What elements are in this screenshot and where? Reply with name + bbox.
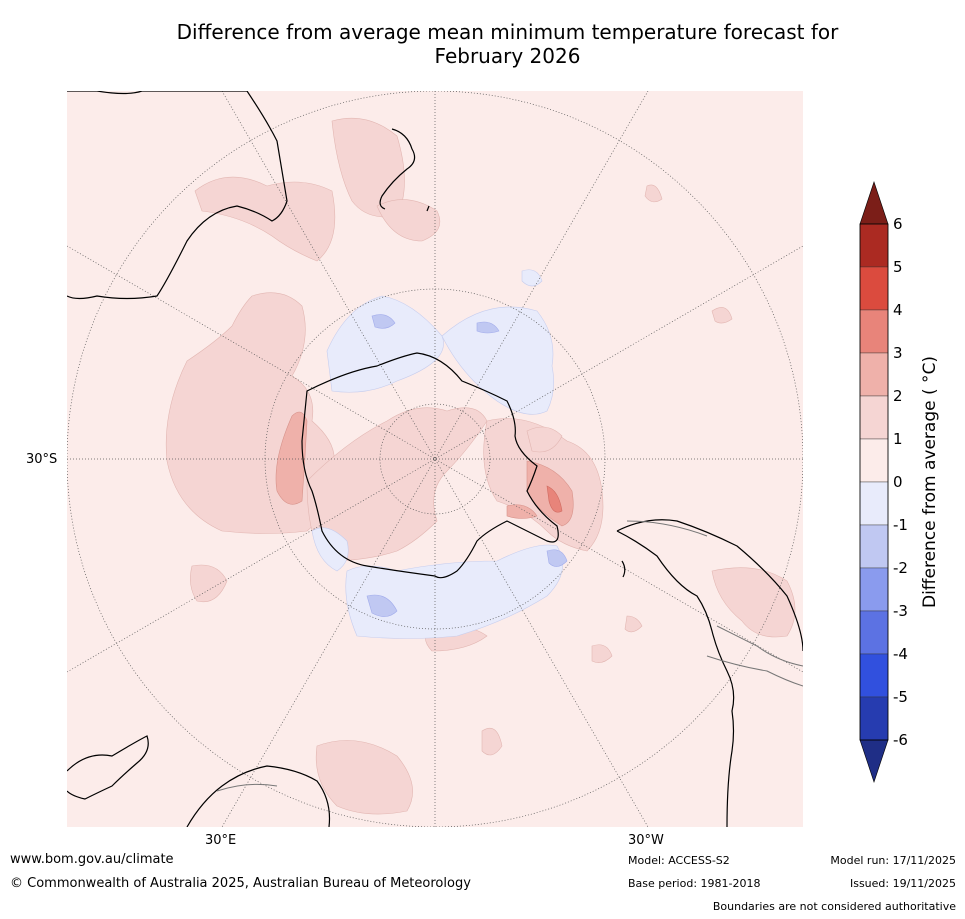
- colorbar-tick-label: 6: [893, 215, 903, 233]
- model-run-text: Model run: 17/11/2025: [830, 854, 956, 867]
- colorbar-tick-label: 3: [893, 344, 903, 362]
- colorbar-tick-label: -2: [893, 559, 908, 577]
- colorbar-segment: [859, 438, 889, 483]
- colorbar-segment: [859, 266, 889, 311]
- website-link[interactable]: www.bom.gov.au/climate: [10, 852, 174, 867]
- colorbar-tick-label: -4: [893, 645, 908, 663]
- coastlines: [67, 91, 803, 827]
- colorbar: 6 5 4 3 2 1 0 -1 -2 -3 -4 -5 -6 Difference from avera…: [859, 181, 940, 783]
- colorbar-tick-label: 2: [893, 387, 903, 405]
- graticule: [67, 91, 803, 827]
- colorbar-segment: [859, 223, 889, 268]
- anomaly-minus2-to-minus1-regions: [366, 314, 568, 617]
- copyright-text: © Commonwealth of Australia 2025, Austra…: [10, 876, 471, 891]
- colorbar-label: Difference from average ( °C): [920, 356, 940, 608]
- country-boundaries: [216, 520, 803, 792]
- title-line-1: Difference from average mean minimum tem…: [176, 20, 839, 44]
- anomaly-minus1-to-0-regions: [311, 269, 563, 639]
- colorbar-segment: [859, 567, 889, 612]
- issued-text: Issued: 19/11/2025: [849, 877, 956, 890]
- colorbar-tick-label: 5: [893, 258, 903, 276]
- colorbar-tick-label: -1: [893, 516, 908, 534]
- colorbar-under-arrow: [859, 739, 889, 783]
- colorbar-tick-label: 1: [893, 430, 903, 448]
- lat-label-30s: 30°S: [26, 452, 58, 467]
- colorbar-segment: [859, 309, 889, 354]
- colorbar-segment: [859, 524, 889, 569]
- colorbar-frame: [859, 223, 889, 741]
- colorbar-segment: [859, 696, 889, 741]
- colorbar-segment: [859, 653, 889, 698]
- lon-label-30e: 30°E: [205, 833, 237, 848]
- colorbar-segment: [859, 352, 889, 397]
- disclaimer-text: Boundaries are not considered authoritat…: [712, 900, 956, 913]
- map-title: Difference from average mean minimum tem…: [0, 20, 965, 68]
- colorbar-tick-label: -5: [893, 688, 908, 706]
- colorbar-tick-label: -6: [893, 731, 908, 749]
- colorbar-tick-label: 4: [893, 301, 903, 319]
- base-period-text: Base period: 1981-2018: [628, 877, 761, 890]
- polar-map: [67, 91, 803, 827]
- anomaly-3-to-4-regions: [546, 485, 563, 513]
- colorbar-segment: [859, 610, 889, 655]
- title-line-2: February 2026: [434, 44, 581, 68]
- model-text: Model: ACCESS-S2: [628, 854, 730, 867]
- colorbar-tick-label: 0: [893, 473, 903, 491]
- colorbar-segment: [859, 481, 889, 526]
- colorbar-segment: [859, 395, 889, 440]
- colorbar-tick-label: -3: [893, 602, 908, 620]
- colorbar-over-arrow: [859, 181, 889, 225]
- lon-label-30w: 30°W: [628, 833, 664, 848]
